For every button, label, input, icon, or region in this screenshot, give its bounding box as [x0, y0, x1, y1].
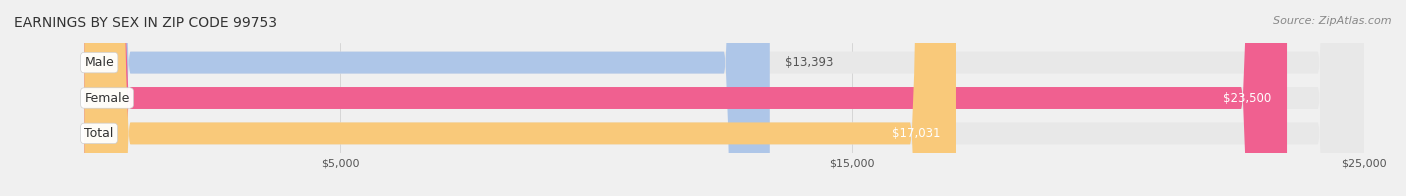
FancyBboxPatch shape [84, 0, 1364, 196]
Text: Source: ZipAtlas.com: Source: ZipAtlas.com [1274, 16, 1392, 26]
FancyBboxPatch shape [84, 0, 770, 196]
FancyBboxPatch shape [84, 0, 1364, 196]
Text: Male: Male [84, 56, 114, 69]
Text: $13,393: $13,393 [785, 56, 834, 69]
Text: EARNINGS BY SEX IN ZIP CODE 99753: EARNINGS BY SEX IN ZIP CODE 99753 [14, 16, 277, 30]
Text: Total: Total [84, 127, 114, 140]
Text: Female: Female [84, 92, 129, 104]
FancyBboxPatch shape [84, 0, 1364, 196]
FancyBboxPatch shape [84, 0, 1286, 196]
Text: $17,031: $17,031 [893, 127, 941, 140]
FancyBboxPatch shape [84, 0, 956, 196]
Text: $23,500: $23,500 [1223, 92, 1271, 104]
